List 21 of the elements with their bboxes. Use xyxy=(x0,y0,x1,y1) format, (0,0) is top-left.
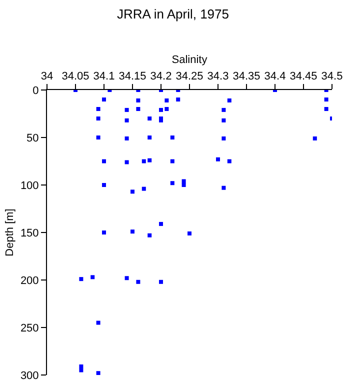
y-tick-label: 100 xyxy=(20,180,39,192)
x-tick-label: 34.3 xyxy=(207,70,229,83)
y-tick-label: 0 xyxy=(32,84,39,97)
x-tick-label: 34 xyxy=(40,70,54,83)
y-tick-label: 250 xyxy=(20,322,39,334)
y-tick-label: 50 xyxy=(26,132,39,144)
x-tick-label: 34.2 xyxy=(150,70,172,83)
x-tick-label: 34.4 xyxy=(264,70,286,83)
x-tick-label: 34.15 xyxy=(118,70,146,83)
y-tick-label: 300 xyxy=(20,370,39,382)
y-tick-label: 200 xyxy=(20,274,39,287)
x-tick-label: 34.45 xyxy=(290,70,318,83)
x-tick-label: 34.1 xyxy=(93,70,115,83)
x-tick-label: 34.05 xyxy=(62,70,90,83)
x-tick-label: 34.5 xyxy=(321,70,343,83)
x-axis-title: Salinity xyxy=(172,54,208,66)
x-tick-label: 34.35 xyxy=(232,70,260,83)
chart-title: JRRA in April, 1975 xyxy=(116,6,230,22)
y-tick-label: 150 xyxy=(20,227,39,240)
x-tick-label: 34.25 xyxy=(176,70,204,83)
y-axis-title: Depth [m] xyxy=(4,208,16,256)
